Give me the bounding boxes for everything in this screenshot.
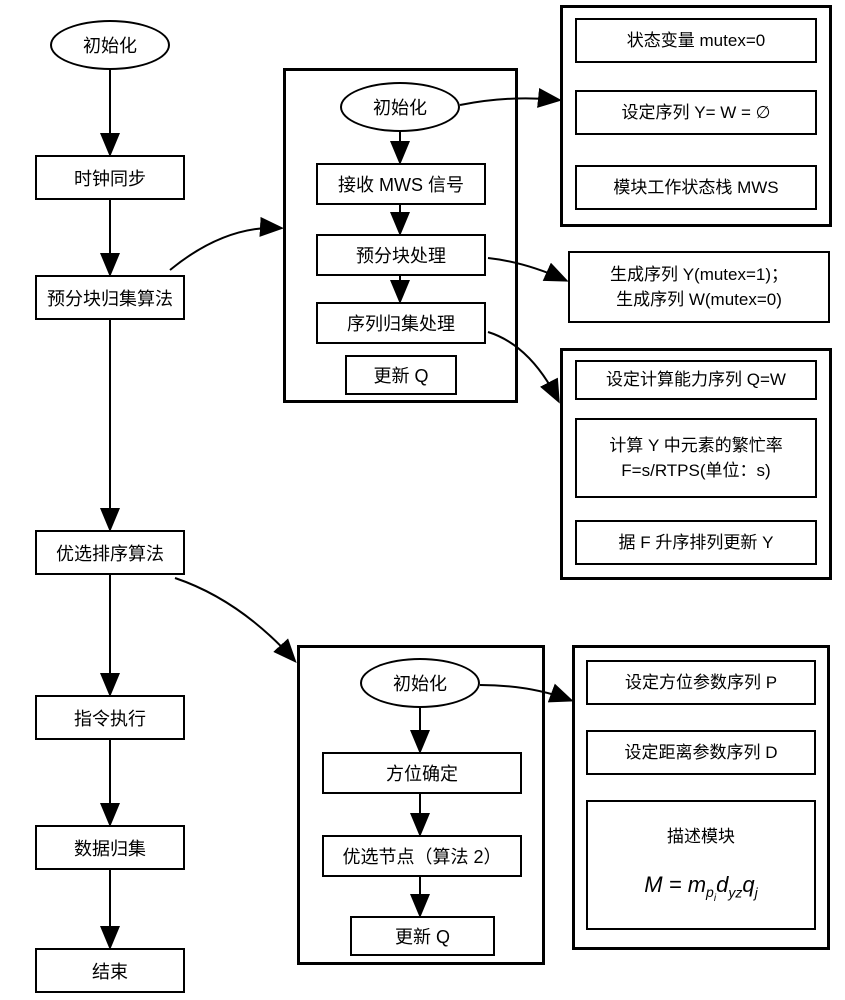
rt-r2: 设定序列 Y= W = ∅ xyxy=(622,100,771,126)
left-end-label: 结束 xyxy=(92,958,128,984)
rt-box2: 设定序列 Y= W = ∅ xyxy=(575,90,817,135)
rbp-box3: 描述模块 M = mpidyzqj xyxy=(586,800,816,930)
rmp-m2b: F=s/RTPS(单位：s) xyxy=(621,458,770,484)
rm-standalone: 生成序列 Y(mutex=1)； 生成序列 W(mutex=0) xyxy=(568,251,830,323)
rbp-p3a: 描述模块 xyxy=(667,824,735,850)
rt-r1: 状态变量 mutex=0 xyxy=(627,28,765,54)
cb-b1-label: 方位确定 xyxy=(386,760,458,786)
ct-step2: 预分块处理 xyxy=(316,234,486,276)
ct-t1-label: 接收 MWS 信号 xyxy=(338,171,464,197)
rm-l2: 生成序列 W(mutex=0) xyxy=(616,287,782,313)
left-init-label: 初始化 xyxy=(83,32,137,58)
rbp-formula: M = mpidyzqj xyxy=(644,868,757,906)
left-s1-label: 时钟同步 xyxy=(74,165,146,191)
cb-b2-label: 优选节点（算法 2） xyxy=(342,843,501,869)
rt-box3: 模块工作状态栈 MWS xyxy=(575,165,817,210)
rt-r3: 模块工作状态栈 MWS xyxy=(613,175,778,201)
rmp-box1: 设定计算能力序列 Q=W xyxy=(575,360,817,400)
left-s5-label: 数据归集 xyxy=(74,835,146,861)
cb-init-ellipse: 初始化 xyxy=(360,658,480,708)
rmp-box3: 据 F 升序排列更新 Y xyxy=(575,520,817,565)
ct-step1: 接收 MWS 信号 xyxy=(316,163,486,205)
cb-step2: 优选节点（算法 2） xyxy=(322,835,522,877)
ct-init-label: 初始化 xyxy=(373,94,427,120)
left-s2-label: 预分块归集算法 xyxy=(47,285,173,311)
left-step-clock: 时钟同步 xyxy=(35,155,185,200)
left-s3-label: 优选排序算法 xyxy=(56,540,164,566)
left-step-sort: 优选排序算法 xyxy=(35,530,185,575)
left-step-collect: 数据归集 xyxy=(35,825,185,870)
cb-b3-label: 更新 Q xyxy=(395,923,450,949)
rbp-box2: 设定距离参数序列 D xyxy=(586,730,816,775)
rmp-m1: 设定计算能力序列 Q=W xyxy=(606,367,786,393)
ct-t4-label: 更新 Q xyxy=(373,362,428,388)
cb-step1: 方位确定 xyxy=(322,752,522,794)
cb-init-label: 初始化 xyxy=(393,670,447,696)
rbp-box1: 设定方位参数序列 P xyxy=(586,660,816,705)
rmp-m3: 据 F 升序排列更新 Y xyxy=(619,530,774,556)
ct-t3-label: 序列归集处理 xyxy=(347,310,455,336)
ct-step4: 更新 Q xyxy=(345,355,457,395)
rbp-p1: 设定方位参数序列 P xyxy=(625,670,777,696)
ct-init-ellipse: 初始化 xyxy=(340,82,460,132)
rt-box1: 状态变量 mutex=0 xyxy=(575,18,817,63)
ct-step3: 序列归集处理 xyxy=(316,302,486,344)
cb-step3: 更新 Q xyxy=(350,916,495,956)
ct-t2-label: 预分块处理 xyxy=(356,242,446,268)
rbp-p2: 设定距离参数序列 D xyxy=(625,740,778,766)
rm-l1: 生成序列 Y(mutex=1)； xyxy=(610,262,788,288)
left-end: 结束 xyxy=(35,948,185,993)
rmp-box2: 计算 Y 中元素的繁忙率 F=s/RTPS(单位：s) xyxy=(575,418,817,498)
rmp-m2a: 计算 Y 中元素的繁忙率 xyxy=(609,433,782,459)
left-step-preblock: 预分块归集算法 xyxy=(35,275,185,320)
left-init-ellipse: 初始化 xyxy=(50,20,170,70)
left-step-exec: 指令执行 xyxy=(35,695,185,740)
left-s4-label: 指令执行 xyxy=(74,705,146,731)
